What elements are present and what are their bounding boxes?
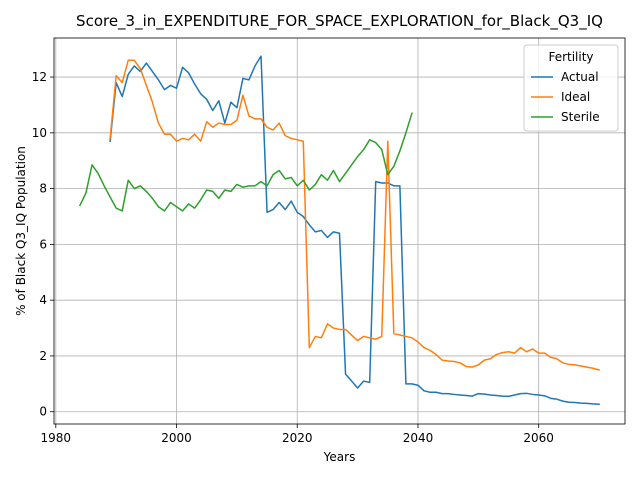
series-line-actual xyxy=(109,55,600,405)
y-tick-label: 0 xyxy=(39,405,47,419)
legend-label-actual: Actual xyxy=(561,70,599,84)
x-tick-label: 1980 xyxy=(41,431,72,445)
series-line-ideal xyxy=(109,59,600,371)
y-tick-label: 10 xyxy=(32,126,47,140)
series-lines xyxy=(78,55,600,405)
legend-title: Fertility xyxy=(548,50,593,64)
x-tick-label: 2000 xyxy=(161,431,192,445)
plot-area-frame xyxy=(53,37,626,425)
y-tick-label: 8 xyxy=(39,182,47,196)
x-tick-label: 2040 xyxy=(403,431,434,445)
x-tick-label: 2020 xyxy=(282,431,313,445)
axis-ticks: 1980 2000 2020 2040 2060 0 2 4 6 8 10 12 xyxy=(32,70,554,445)
x-axis-label: Years xyxy=(323,450,356,464)
chart-title: Score_3_in_EXPENDITURE_FOR_SPACE_EXPLORA… xyxy=(76,12,603,31)
legend: Fertility Actual Ideal Sterile xyxy=(523,44,619,132)
y-tick-label: 2 xyxy=(39,349,47,363)
legend-box xyxy=(523,44,619,132)
grid xyxy=(54,38,625,424)
legend-label-ideal: Ideal xyxy=(561,90,590,104)
y-axis-label: % of Black Q3_IQ Population xyxy=(14,146,28,316)
y-tick-label: 4 xyxy=(39,293,47,307)
x-tick-label: 2060 xyxy=(523,431,554,445)
y-tick-label: 12 xyxy=(32,70,47,84)
y-tick-label: 6 xyxy=(39,237,47,251)
legend-label-sterile: Sterile xyxy=(561,110,600,124)
legend-items: Actual Ideal Sterile xyxy=(531,70,600,124)
series-line-sterile xyxy=(78,112,413,212)
